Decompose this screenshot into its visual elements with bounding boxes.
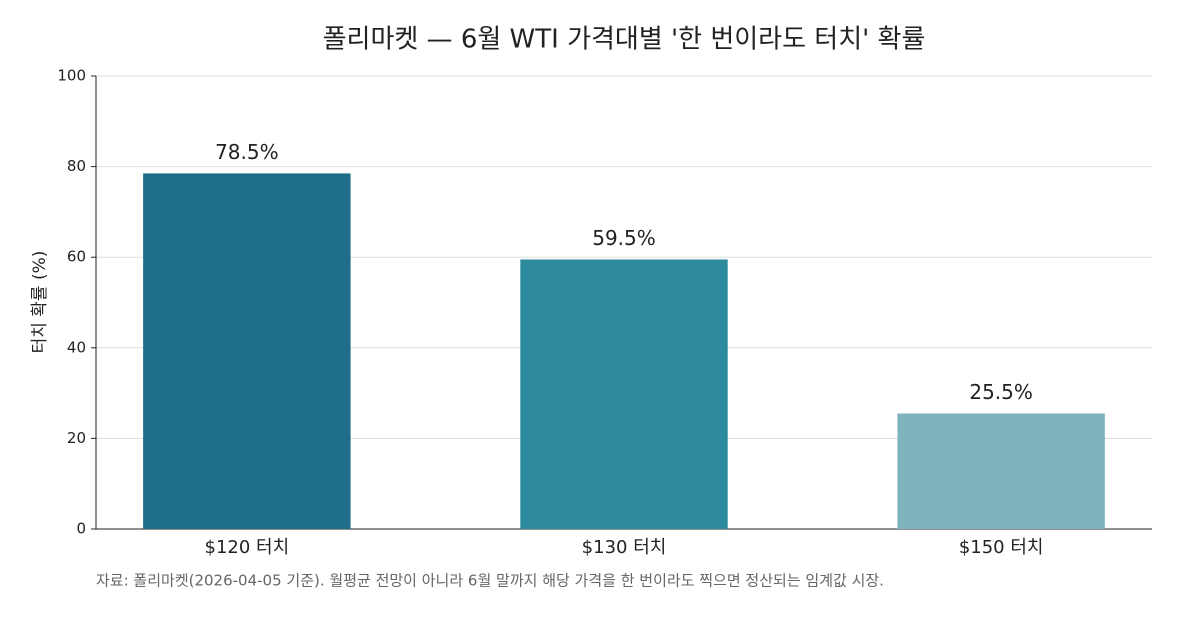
source-note: 자료: 폴리마켓(2026-04-05 기준). 월평균 전망이 아니라 6월 … <box>96 572 884 590</box>
x-tick-label: $130 터치 <box>582 537 667 558</box>
y-tick-label: 0 <box>76 520 86 538</box>
data-label: 78.5% <box>215 140 279 164</box>
y-axis-label: 터치 확률 (%) <box>30 251 50 354</box>
bar <box>520 259 728 529</box>
data-label: 25.5% <box>969 380 1033 404</box>
y-tick-label: 80 <box>67 157 86 175</box>
x-tick-label: $150 터치 <box>959 537 1044 558</box>
bar <box>143 173 351 529</box>
y-tick-label: 60 <box>67 248 86 266</box>
chart-title: 폴리마켓 — 6월 WTI 가격대별 '한 번이라도 터치' 확률 <box>323 25 926 55</box>
y-tick-label: 40 <box>67 338 86 356</box>
y-tick-label: 100 <box>57 67 86 85</box>
bar <box>897 413 1105 529</box>
x-tick-label: $120 터치 <box>205 537 290 558</box>
data-label: 59.5% <box>592 226 656 250</box>
y-tick-label: 20 <box>67 429 86 447</box>
